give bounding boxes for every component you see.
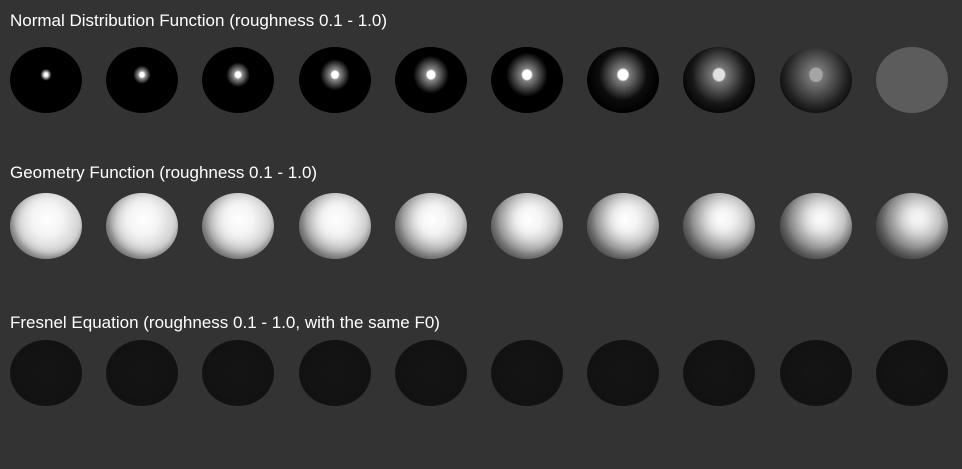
geometry-section-title: Geometry Function (roughness 0.1 - 1.0) [10, 163, 317, 183]
fresnel-section-title: Fresnel Equation (roughness 0.1 - 1.0, w… [10, 313, 440, 333]
geometry-sphere-row [10, 193, 950, 263]
fresnel-sphere-roughness-0-1 [10, 340, 82, 406]
ndf-sphere-roughness-0-6 [491, 47, 563, 113]
geo-sphere-roughness-1 [876, 193, 948, 259]
fresnel-sphere-roughness-0-6 [491, 340, 563, 406]
ndf-sphere-roughness-0-7 [587, 47, 659, 113]
geo-sphere-roughness-0-5 [395, 193, 467, 259]
fresnel-sphere-roughness-0-2 [106, 340, 178, 406]
geo-sphere-roughness-0-1 [10, 193, 82, 259]
ndf-sphere-roughness-1 [876, 47, 948, 113]
geo-sphere-roughness-0-2 [106, 193, 178, 259]
fresnel-sphere-roughness-0-7 [587, 340, 659, 406]
fresnel-sphere-row [10, 340, 950, 410]
ndf-sphere-roughness-0-3 [202, 47, 274, 113]
ndf-section-title: Normal Distribution Function (roughness … [10, 11, 387, 31]
ndf-sphere-roughness-0-2 [106, 47, 178, 113]
geo-sphere-roughness-0-6 [491, 193, 563, 259]
ndf-sphere-roughness-0-8 [683, 47, 755, 113]
fresnel-sphere-roughness-0-3 [202, 340, 274, 406]
ndf-sphere-roughness-0-1 [10, 47, 82, 113]
ndf-sphere-roughness-0-4 [299, 47, 371, 113]
geo-sphere-roughness-0-3 [202, 193, 274, 259]
fresnel-sphere-roughness-1 [876, 340, 948, 406]
fresnel-sphere-roughness-0-9 [780, 340, 852, 406]
geo-sphere-roughness-0-7 [587, 193, 659, 259]
geo-sphere-roughness-0-8 [683, 193, 755, 259]
geo-sphere-roughness-0-4 [299, 193, 371, 259]
ndf-sphere-row [10, 47, 950, 117]
ndf-sphere-roughness-0-5 [395, 47, 467, 113]
fresnel-sphere-roughness-0-4 [299, 340, 371, 406]
geo-sphere-roughness-0-9 [780, 193, 852, 259]
fresnel-sphere-roughness-0-5 [395, 340, 467, 406]
ndf-sphere-roughness-0-9 [780, 47, 852, 113]
fresnel-sphere-roughness-0-8 [683, 340, 755, 406]
